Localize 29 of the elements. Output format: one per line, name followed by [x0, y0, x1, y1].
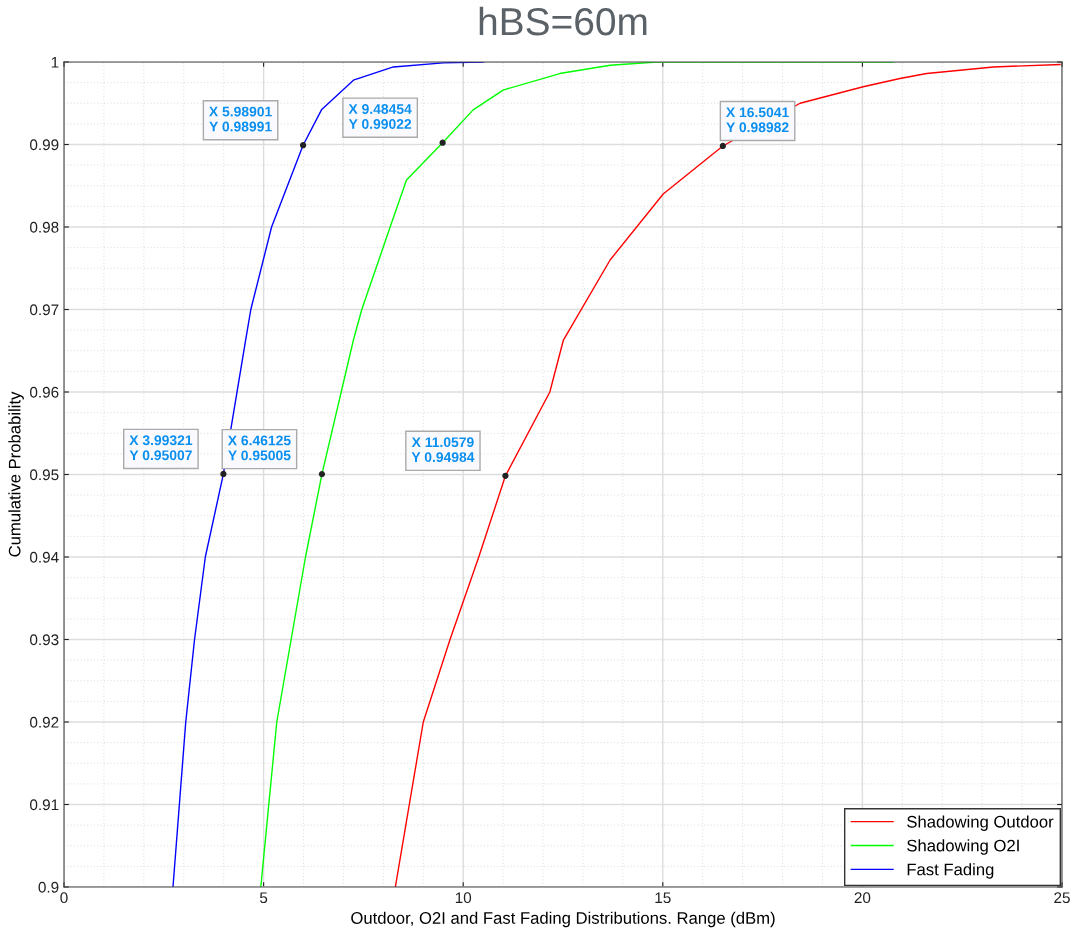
- x-tick-label: 25: [1054, 892, 1070, 904]
- y-tick-label: 0.96: [30, 386, 59, 398]
- y-tick-label: 0.94: [30, 551, 59, 563]
- y-tick-label: 1: [51, 57, 59, 68]
- x-tick-label: 10: [455, 892, 472, 904]
- y-tick-label: 0.92: [30, 716, 59, 728]
- legend-label: Fast Fading: [907, 863, 994, 879]
- x-tick-label: 0: [60, 892, 68, 904]
- annotation: X 3.99321 Y 0.95007: [129, 435, 193, 461]
- y-tick-label: 0.99: [30, 139, 59, 151]
- x-tick-label: 20: [854, 892, 871, 904]
- annotation: X 6.46125 Y 0.95005: [227, 435, 291, 461]
- x-axis-title: Outdoor, O2I and Fast Fading Distributions. Range (dBm): [351, 911, 775, 928]
- y-tick-label: 0.9: [38, 881, 59, 893]
- y-tick-label: 0.91: [30, 799, 59, 811]
- annotation: X 5.98901 Y 0.98991: [209, 106, 272, 132]
- x-tick-label: 15: [655, 892, 671, 904]
- annotation: X 11.0579 Y 0.94984: [411, 437, 475, 463]
- y-tick-label: 0.95: [30, 469, 59, 481]
- legend-label: Shadowing Outdoor: [907, 815, 1054, 831]
- y-axis-title: Cumulative Probability: [8, 391, 24, 557]
- chart-title: hBS=60m: [479, 6, 647, 36]
- y-tick-label: 0.93: [30, 634, 59, 646]
- y-tick-label: 0.97: [30, 304, 59, 316]
- annotation: X 9.48454 Y 0.99022: [348, 104, 412, 129]
- legend-label: Shadowing O2I: [907, 839, 1019, 855]
- x-tick-label: 5: [259, 892, 268, 904]
- y-tick-label: 0.98: [30, 221, 59, 233]
- annotation: X 16.5041 Y 0.98982: [726, 107, 789, 133]
